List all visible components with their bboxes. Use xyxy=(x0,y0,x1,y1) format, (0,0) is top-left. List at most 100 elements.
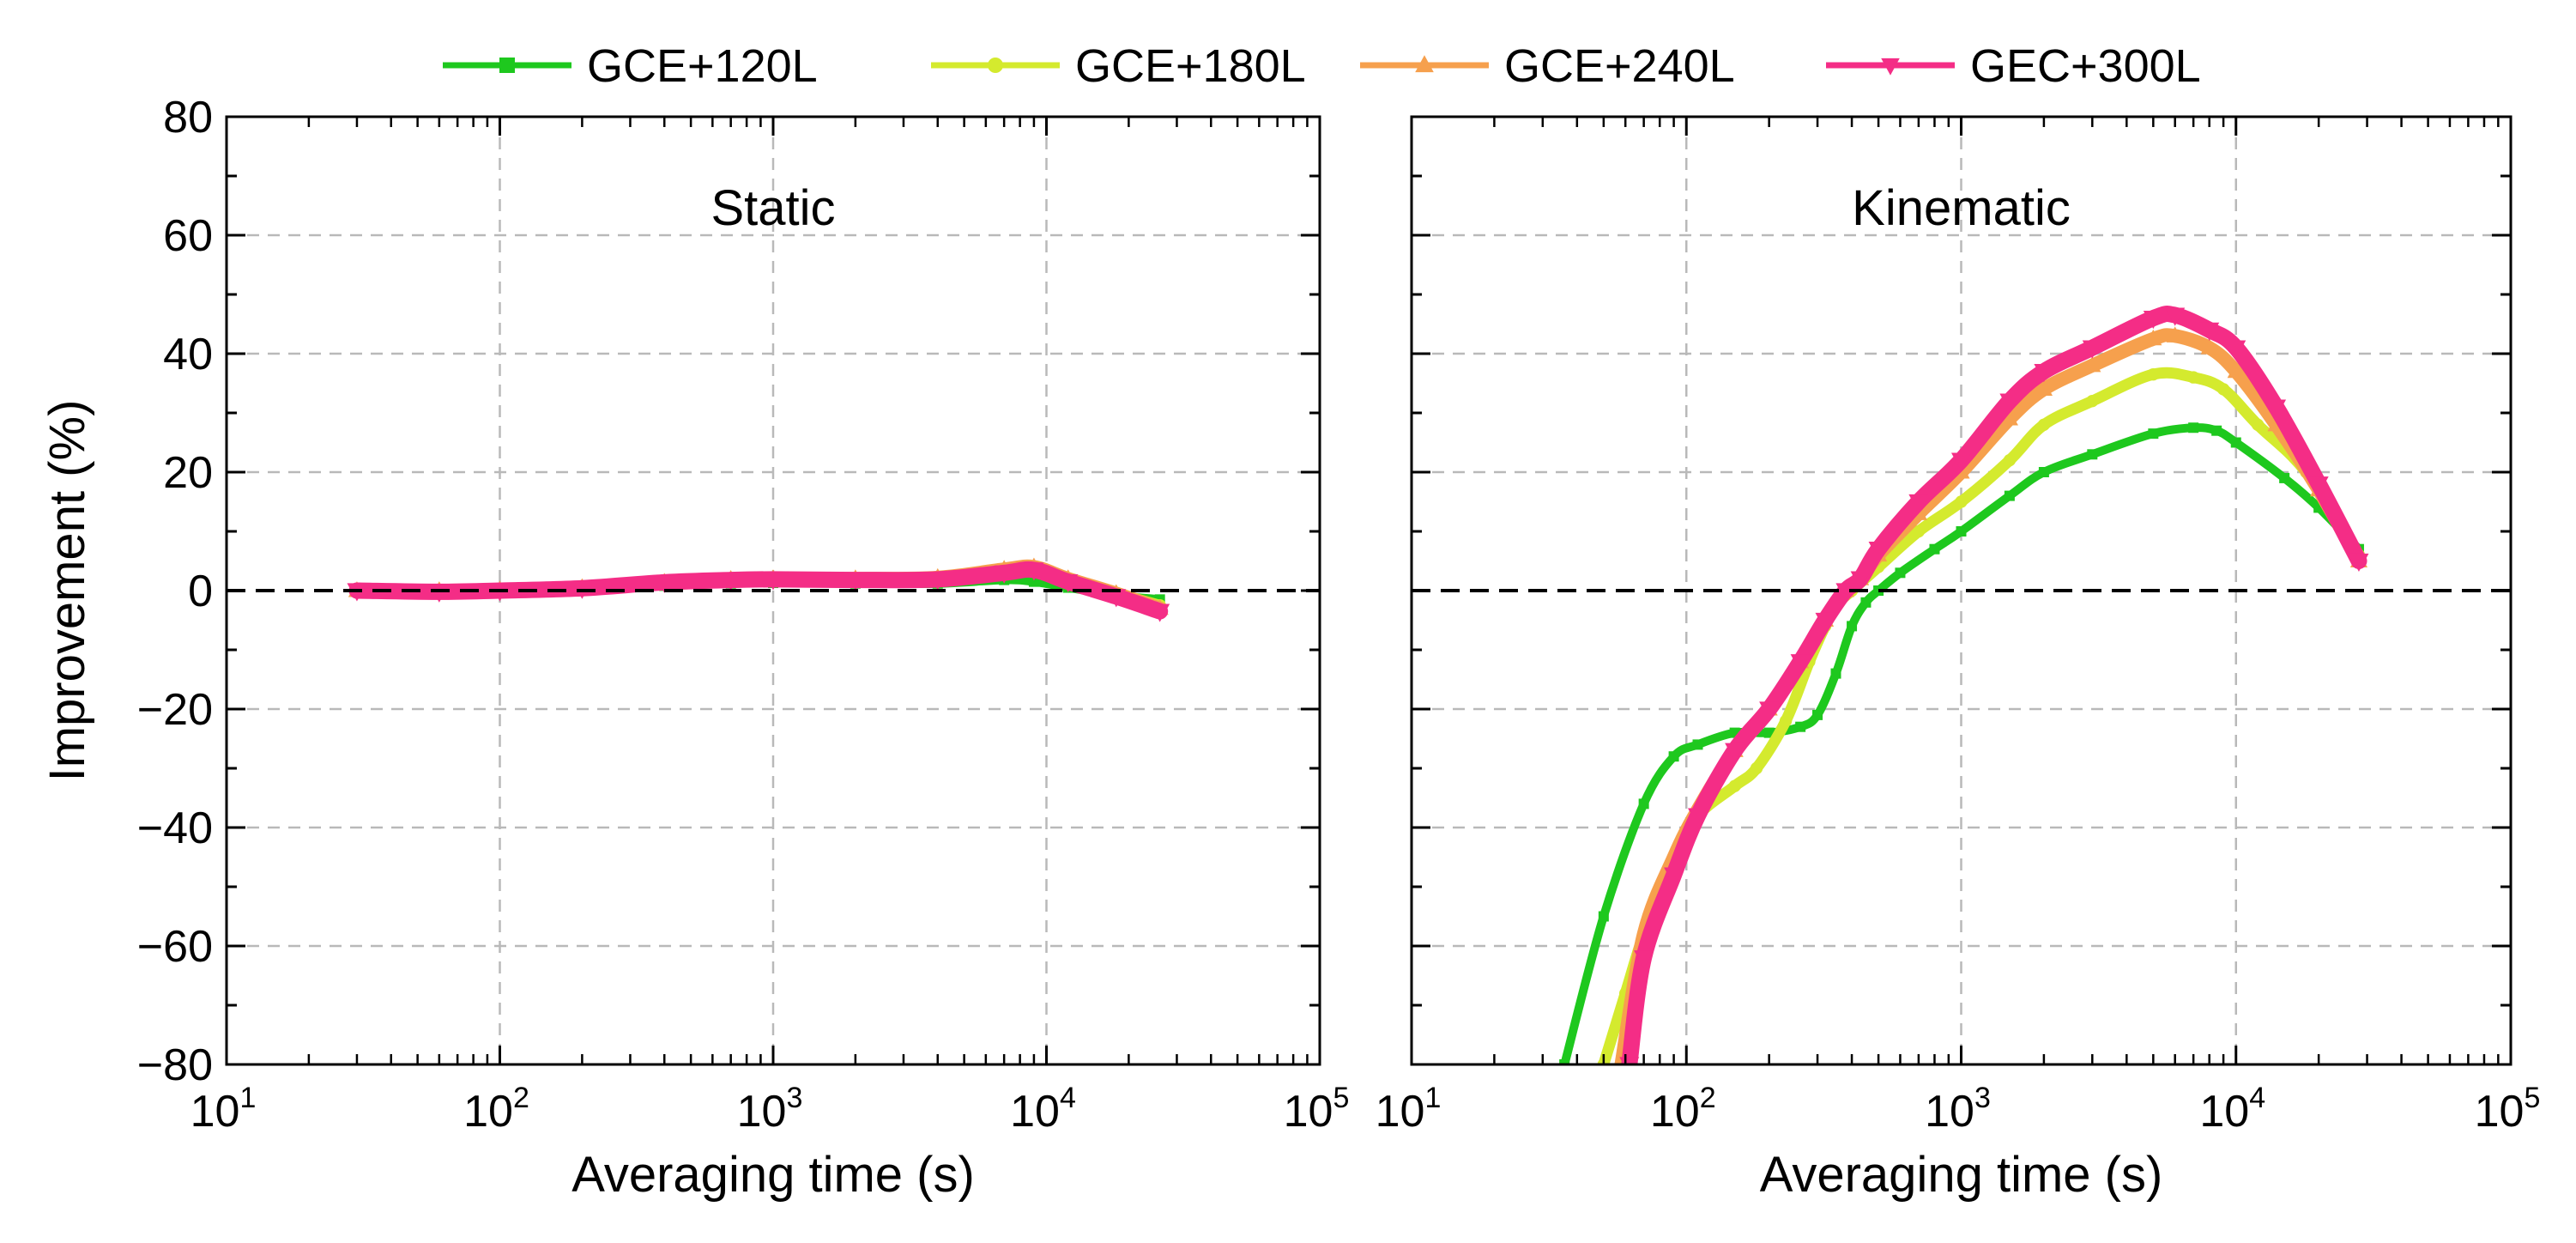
y-tick-label: 0 xyxy=(188,567,213,616)
data-point xyxy=(1750,761,1763,775)
data-point xyxy=(1790,654,1811,673)
static-panel-title: Static xyxy=(711,180,835,236)
data-point xyxy=(1634,950,1654,969)
series-line xyxy=(1614,328,2366,1064)
data-point xyxy=(2144,329,2162,346)
legend-label: GCE+240L xyxy=(1504,40,1735,92)
data-point xyxy=(2186,371,2200,384)
data-point xyxy=(1908,494,1929,512)
data-point xyxy=(2230,437,2241,448)
data-point xyxy=(2037,418,2051,431)
data-point xyxy=(2279,472,2290,483)
data-point xyxy=(1106,589,1127,608)
data-point xyxy=(1929,543,1940,555)
data-point xyxy=(2199,322,2220,341)
data-point xyxy=(1024,562,1044,581)
series-gec-300l xyxy=(1619,306,2369,1064)
y-tick-label: 20 xyxy=(163,448,213,498)
legend-item-gce-180l: GCE+180L xyxy=(931,40,1306,92)
x-tick-label: 101 xyxy=(190,1082,257,1137)
data-point xyxy=(1668,751,1679,762)
data-point xyxy=(1847,621,1858,632)
x-tick-label: 104 xyxy=(2199,1082,2265,1137)
data-point xyxy=(1950,452,1972,471)
data-point xyxy=(1830,668,1841,679)
kinematic-x-tick-labels: 101 102 103 104 105 xyxy=(1376,1082,2541,1137)
data-point xyxy=(1058,574,1079,593)
series-line xyxy=(1598,367,2365,1064)
data-point xyxy=(1619,1057,1640,1064)
data-point xyxy=(2086,395,2099,408)
x-tick-label: 103 xyxy=(737,1082,803,1137)
data-point xyxy=(928,572,948,591)
data-point xyxy=(2083,355,2101,373)
y-tick-label: −40 xyxy=(137,803,213,853)
data-point xyxy=(2165,307,2186,326)
x-tick-label: 102 xyxy=(463,1082,529,1137)
legend-label: GCE+120L xyxy=(587,40,818,92)
static-x-axis-label: Averaging time (s) xyxy=(571,1147,975,1203)
data-point xyxy=(1779,714,1793,727)
legend-marker xyxy=(1415,55,1434,73)
kinematic-panel: Kinematic 101 102 103 104 105 Averaging time… xyxy=(1376,115,2541,1203)
data-point xyxy=(2216,383,2230,396)
data-point xyxy=(2004,490,2015,501)
data-point xyxy=(2087,449,2098,460)
static-axes xyxy=(225,115,1321,1066)
data-point xyxy=(1692,739,1703,750)
x-tick-label: 102 xyxy=(1650,1082,1716,1137)
x-tick-label: 105 xyxy=(2475,1082,2541,1137)
y-tick-label: 80 xyxy=(163,93,213,142)
x-tick-label: 104 xyxy=(1010,1082,1076,1137)
data-point xyxy=(2308,476,2329,495)
data-point xyxy=(2034,364,2054,383)
legend: GCE+120L GCE+180L GCE+240L GEC+300L xyxy=(443,40,2201,92)
legend-item-gce-120l: GCE+120L xyxy=(443,40,818,92)
x-tick-label: 105 xyxy=(1284,1082,1350,1137)
data-point xyxy=(2266,399,2287,418)
data-point xyxy=(2349,553,2369,572)
legend-item-gec-300l: GEC+300L xyxy=(1826,40,2201,92)
data-point xyxy=(1868,542,1889,561)
data-point xyxy=(1598,911,1609,922)
y-tick-label: 40 xyxy=(163,330,213,379)
data-point xyxy=(1956,526,1967,537)
data-point xyxy=(2147,367,2160,381)
data-point xyxy=(1850,571,1871,590)
data-point xyxy=(2227,361,2245,379)
data-point xyxy=(1150,603,1170,622)
series-gce-240l xyxy=(1614,326,2368,1064)
data-point xyxy=(1664,867,1684,886)
data-point xyxy=(2148,428,2159,440)
series-gce-180l xyxy=(1597,367,2366,1064)
x-tick-label: 101 xyxy=(1376,1082,1442,1137)
data-point xyxy=(2188,422,2199,434)
legend-label: GCE+180L xyxy=(1075,40,1306,92)
data-point xyxy=(654,574,674,593)
data-point xyxy=(1763,727,1775,738)
data-point xyxy=(1728,779,1741,792)
data-point xyxy=(2082,340,2102,359)
data-point xyxy=(2226,340,2246,359)
y-tick-label: −20 xyxy=(137,685,213,735)
data-point xyxy=(721,572,741,591)
data-point xyxy=(1860,597,1872,608)
data-point xyxy=(1638,798,1649,809)
data-point xyxy=(1895,567,1906,579)
data-point xyxy=(2211,425,2222,436)
data-point xyxy=(2000,409,2018,426)
y-tick-label: −60 xyxy=(137,922,213,972)
static-x-tick-labels: 101 102 103 104 105 xyxy=(190,1082,1350,1137)
y-tick-label: −80 xyxy=(137,1040,213,1090)
legend-marker xyxy=(988,58,1003,73)
data-point xyxy=(1815,612,1835,631)
data-point xyxy=(2003,454,2017,467)
kinematic-series xyxy=(1559,306,2369,1064)
data-point xyxy=(763,572,783,591)
static-y-tick-labels: 80 60 40 20 0 −20 −40 −60 −80 xyxy=(137,93,213,1090)
data-point xyxy=(1687,808,1708,827)
data-point xyxy=(2251,418,2265,431)
y-axis-label: Improvement (%) xyxy=(39,400,95,782)
